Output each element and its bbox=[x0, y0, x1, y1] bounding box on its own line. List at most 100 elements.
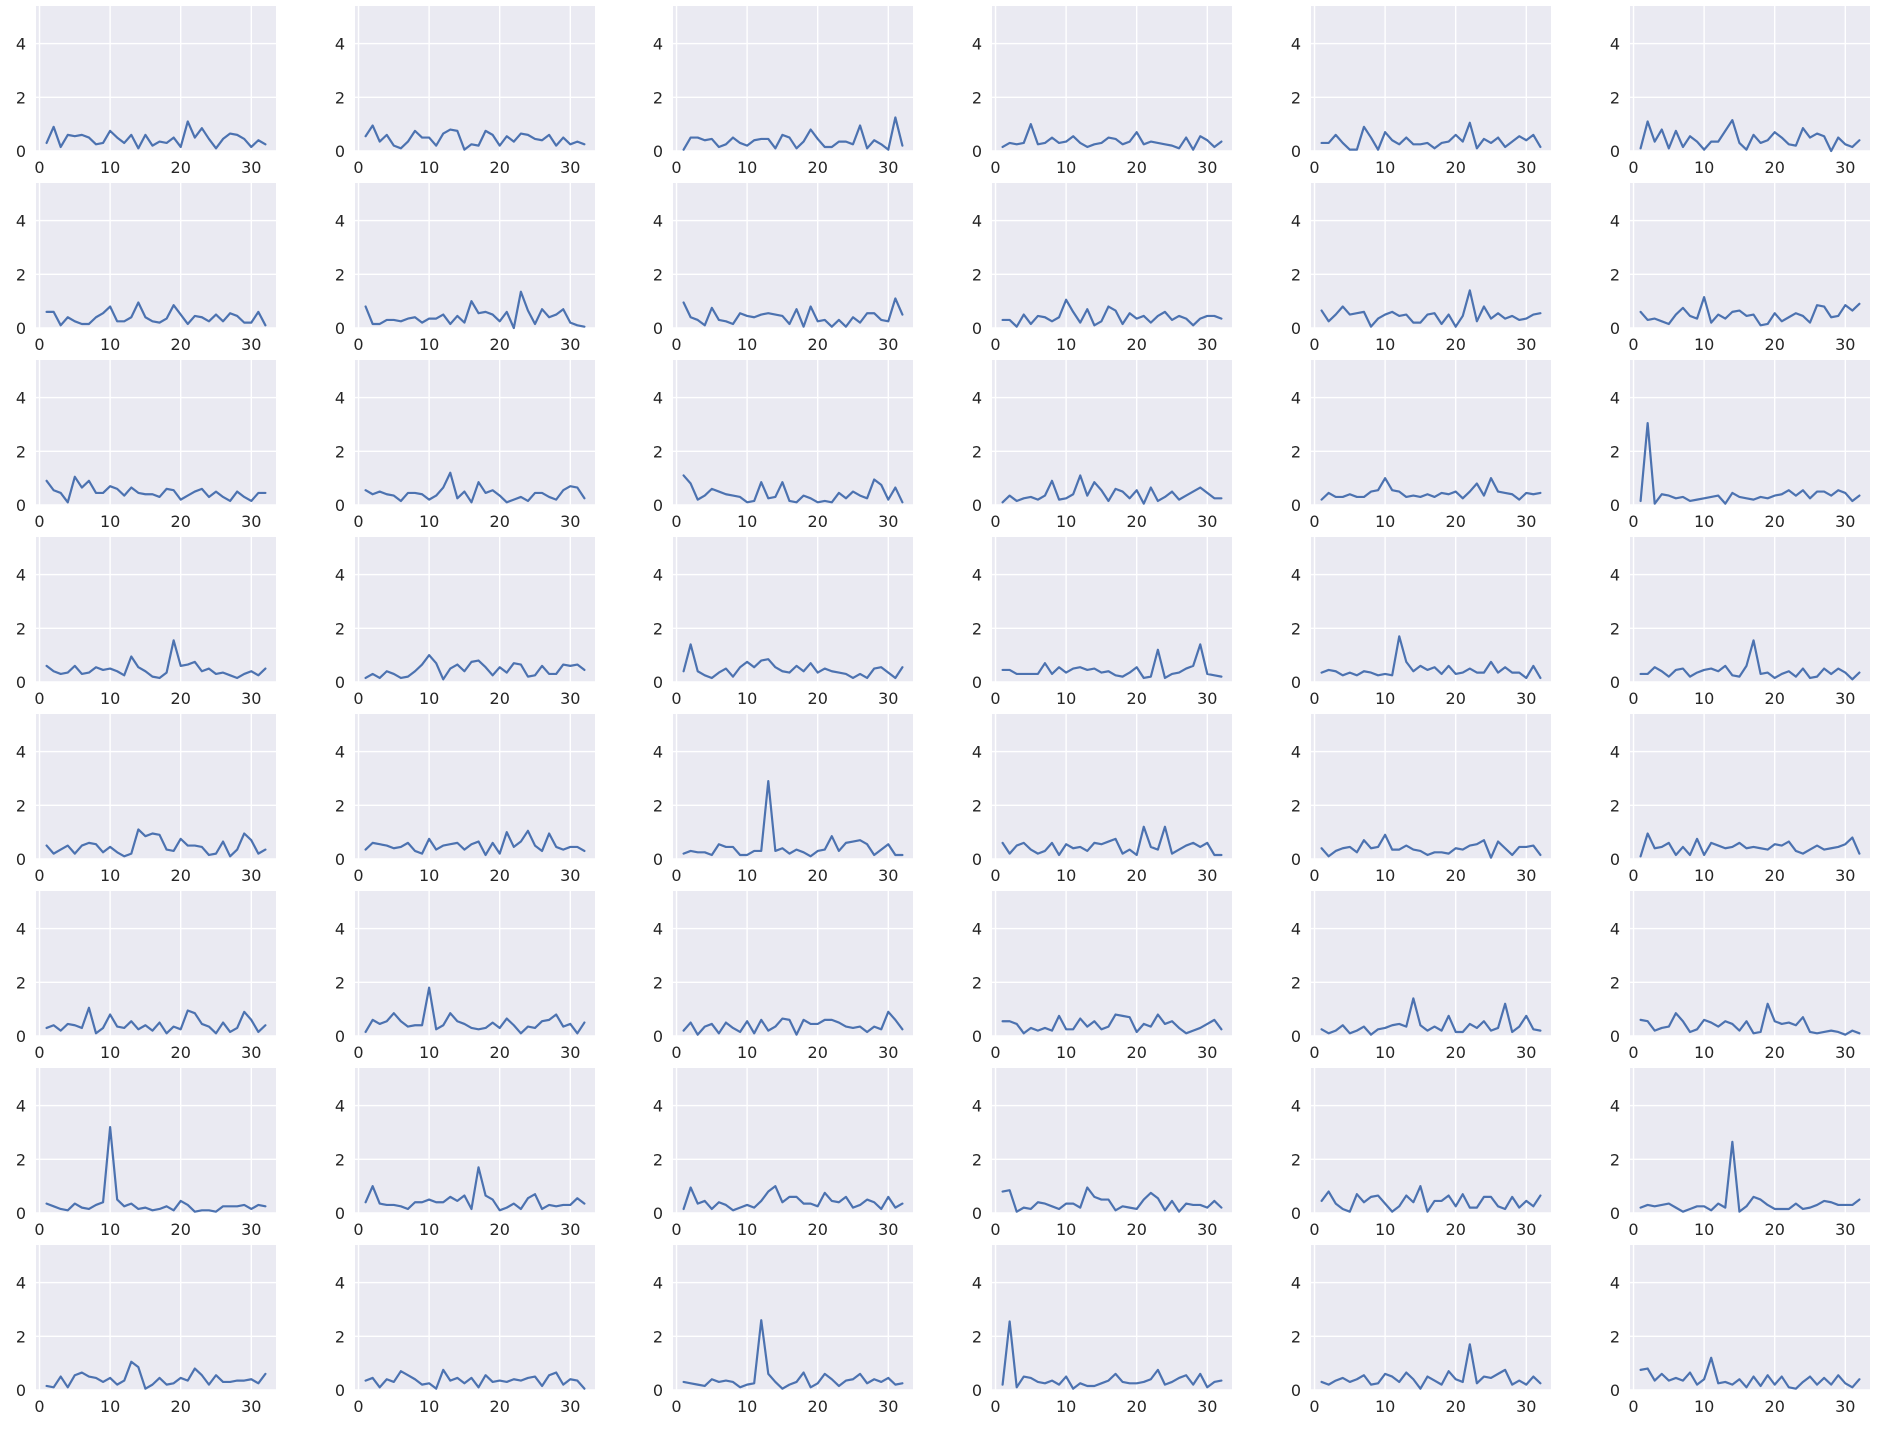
y-tick-label: 2 bbox=[1291, 1150, 1301, 1169]
y-tick-label: 4 bbox=[653, 743, 663, 762]
subplot-r2-c2: 0 2 4 0 10 20 30 bbox=[335, 183, 595, 354]
y-tick-label: 0 bbox=[335, 1381, 345, 1400]
y-tick-label: 0 bbox=[16, 496, 26, 515]
y-tick-label: 0 bbox=[1610, 142, 1620, 161]
plot-background bbox=[992, 537, 1232, 682]
x-tick-label: 0 bbox=[671, 1220, 681, 1239]
subplot-r5-c2: 0 2 4 0 10 20 30 bbox=[335, 714, 595, 885]
series-line bbox=[45, 120, 267, 150]
y-tick-label: 2 bbox=[1610, 88, 1620, 107]
series-line bbox=[1001, 474, 1223, 505]
x-tick-label: 30 bbox=[241, 1043, 261, 1062]
x-tick-label: 20 bbox=[1127, 1220, 1147, 1239]
plot-background bbox=[1311, 360, 1551, 505]
x-tick-label: 10 bbox=[100, 1043, 120, 1062]
x-tick-label: 20 bbox=[1765, 1397, 1785, 1416]
x-tick-label: 0 bbox=[1628, 1220, 1638, 1239]
y-tick-label: 4 bbox=[335, 212, 345, 231]
x-tick-label: 30 bbox=[878, 866, 898, 885]
x-tick-label: 30 bbox=[560, 1220, 580, 1239]
x-tick-label: 10 bbox=[1056, 1043, 1076, 1062]
x-tick-label: 20 bbox=[1765, 866, 1785, 885]
y-tick-label: 4 bbox=[1610, 212, 1620, 231]
y-tick-label: 4 bbox=[653, 1097, 663, 1116]
y-tick-label: 4 bbox=[1291, 389, 1301, 408]
y-tick-label: 4 bbox=[653, 920, 663, 939]
subplot-r4-c1: 0 2 4 0 10 20 30 bbox=[16, 537, 276, 708]
y-tick-label: 2 bbox=[1291, 442, 1301, 461]
x-tick-label: 30 bbox=[560, 866, 580, 885]
y-tick-label: 2 bbox=[653, 1327, 663, 1346]
plot-background bbox=[1311, 6, 1551, 151]
x-tick-label: 30 bbox=[1835, 689, 1855, 708]
x-tick-label: 30 bbox=[1197, 512, 1217, 531]
y-tick-label: 0 bbox=[1291, 496, 1301, 515]
x-tick-label: 30 bbox=[241, 1220, 261, 1239]
x-tick-label: 20 bbox=[808, 1220, 828, 1239]
x-tick-label: 20 bbox=[1765, 335, 1785, 354]
x-tick-label: 20 bbox=[1765, 1043, 1785, 1062]
subplot-r4-c6: 0 2 4 0 10 20 30 bbox=[1610, 537, 1870, 708]
x-tick-label: 10 bbox=[1694, 866, 1714, 885]
x-tick-label: 10 bbox=[419, 866, 439, 885]
subplot-r7-c3: 0 2 4 0 10 20 30 bbox=[653, 1068, 913, 1239]
x-tick-label: 20 bbox=[490, 1397, 510, 1416]
x-tick-label: 10 bbox=[100, 1220, 120, 1239]
series-line bbox=[364, 986, 586, 1035]
x-tick-label: 20 bbox=[1446, 1043, 1466, 1062]
series-line bbox=[364, 829, 586, 857]
x-tick-label: 20 bbox=[808, 1397, 828, 1416]
x-tick-label: 0 bbox=[990, 1043, 1000, 1062]
x-tick-label: 0 bbox=[1309, 1397, 1319, 1416]
y-tick-label: 4 bbox=[335, 743, 345, 762]
series-line bbox=[682, 780, 904, 858]
y-tick-label: 0 bbox=[16, 850, 26, 869]
y-tick-label: 4 bbox=[1610, 566, 1620, 585]
x-tick-label: 0 bbox=[353, 866, 363, 885]
x-tick-label: 30 bbox=[1197, 689, 1217, 708]
x-tick-label: 30 bbox=[560, 158, 580, 177]
y-tick-label: 2 bbox=[1610, 442, 1620, 461]
y-tick-label: 0 bbox=[16, 1027, 26, 1046]
y-tick-label: 2 bbox=[972, 265, 982, 284]
plot-background bbox=[1630, 360, 1870, 505]
x-tick-label: 10 bbox=[419, 335, 439, 354]
plot-background bbox=[992, 360, 1232, 505]
x-tick-label: 30 bbox=[1516, 158, 1536, 177]
subplot-r3-c1: 0 2 4 0 10 20 30 bbox=[16, 360, 276, 531]
subplot-r7-c5: 0 2 4 0 10 20 30 bbox=[1291, 1068, 1551, 1239]
x-tick-label: 0 bbox=[671, 689, 681, 708]
y-tick-label: 2 bbox=[653, 619, 663, 638]
x-tick-label: 10 bbox=[737, 335, 757, 354]
x-tick-label: 10 bbox=[1375, 1043, 1395, 1062]
y-tick-label: 0 bbox=[1291, 142, 1301, 161]
plot-background bbox=[673, 537, 913, 682]
x-tick-label: 20 bbox=[490, 158, 510, 177]
x-tick-label: 10 bbox=[419, 689, 439, 708]
series-line bbox=[1639, 832, 1861, 858]
x-tick-label: 20 bbox=[808, 689, 828, 708]
plot-background bbox=[673, 714, 913, 859]
x-tick-label: 20 bbox=[171, 158, 191, 177]
subplot-r1-c6: 0 2 4 0 10 20 30 bbox=[1610, 6, 1870, 177]
y-tick-label: 4 bbox=[335, 35, 345, 54]
series-line bbox=[1001, 643, 1223, 680]
plot-background bbox=[992, 714, 1232, 859]
y-tick-label: 0 bbox=[335, 142, 345, 161]
y-tick-label: 2 bbox=[653, 442, 663, 461]
plot-background bbox=[1630, 183, 1870, 328]
series-line bbox=[1001, 298, 1223, 328]
series-line bbox=[1001, 1186, 1223, 1213]
plot-background bbox=[36, 537, 276, 682]
y-tick-label: 2 bbox=[335, 88, 345, 107]
y-tick-label: 2 bbox=[16, 88, 26, 107]
x-tick-label: 10 bbox=[100, 158, 120, 177]
x-tick-label: 30 bbox=[560, 512, 580, 531]
y-tick-label: 4 bbox=[972, 1274, 982, 1293]
subplot-r8-c3: 0 2 4 0 10 20 30 bbox=[653, 1245, 913, 1416]
x-tick-label: 30 bbox=[1197, 1220, 1217, 1239]
x-tick-label: 10 bbox=[100, 689, 120, 708]
plot-background bbox=[36, 360, 276, 505]
subplot-r2-c6: 0 2 4 0 10 20 30 bbox=[1610, 183, 1870, 354]
y-tick-label: 2 bbox=[972, 973, 982, 992]
